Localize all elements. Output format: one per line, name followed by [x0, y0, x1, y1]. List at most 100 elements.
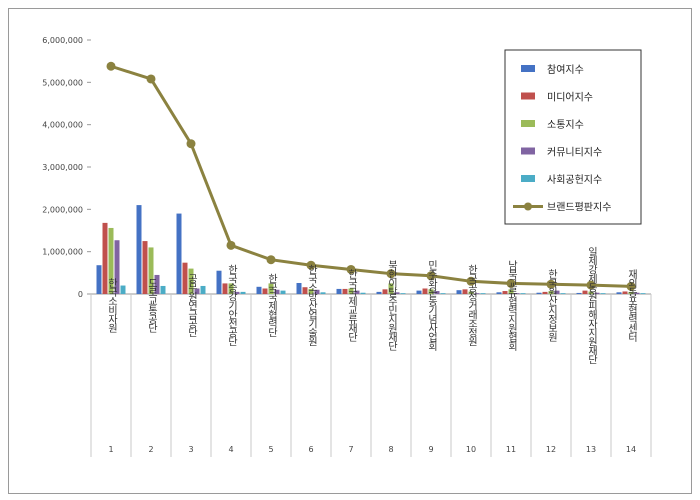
bar-커뮤니티지수-5: [274, 289, 280, 294]
point-브랜드평판지수-3: [186, 139, 196, 149]
legend-label: 커뮤니티지수: [547, 147, 602, 159]
bar-소통지수-14: [628, 291, 634, 294]
bar-사회공헌지수-1: [120, 285, 126, 294]
bar-미디어지수-6: [302, 287, 308, 294]
bar-미디어지수-14: [622, 291, 628, 294]
bar-소통지수-1: [108, 227, 114, 294]
legend-label: 브랜드평판지수: [547, 202, 611, 214]
point-브랜드평판지수-1: [106, 61, 116, 71]
category-label: 공무원연금공단: [186, 273, 198, 337]
bar-미디어지수-2: [142, 241, 148, 294]
point-브랜드평판지수-4: [226, 240, 236, 250]
bar-미디어지수-8: [382, 289, 388, 294]
bar-커뮤니티지수-4: [234, 291, 240, 294]
category-label: 도로교통공단: [146, 278, 158, 333]
bar-참여지수-2: [136, 205, 142, 294]
bar-미디어지수-5: [262, 288, 268, 294]
category-label: 북한이탈주민지원재단: [386, 260, 398, 351]
category-number: 11: [506, 445, 516, 454]
bar-사회공헌지수-8: [400, 293, 406, 294]
bar-사회공헌지수-9: [440, 293, 446, 294]
bar-사회공헌지수-11: [520, 293, 526, 294]
legend-swatch-소통지수: [521, 120, 535, 127]
bar-사회공헌지수-13: [600, 293, 606, 294]
chart-svg: 0 1,000,000 2,000,000 3,000,000 4,000,000 5,0…: [42, 36, 652, 457]
category-label: 한국공정거래조정원: [466, 264, 478, 346]
bar-미디어지수-4: [222, 283, 228, 294]
bar-소통지수-13: [588, 291, 594, 294]
category-number: 4: [228, 445, 233, 454]
legend-swatch-사회공헌지수: [521, 175, 535, 182]
y-tick-label: 6,000,000: [42, 36, 83, 45]
category-label: 재외동포협력센터: [626, 269, 638, 343]
bar-미디어지수-1: [102, 222, 108, 294]
category-number: 1: [108, 445, 113, 454]
point-브랜드평판지수-11: [506, 278, 516, 288]
bar-참여지수-11: [496, 292, 502, 294]
bar-참여지수-6: [296, 282, 302, 294]
bar-소통지수-12: [548, 291, 554, 294]
y-tick-label: 4,000,000: [42, 121, 83, 130]
category-number: 13: [586, 445, 596, 454]
category-number: 6: [308, 445, 313, 454]
legend-label: 참여지수: [547, 64, 584, 76]
bar-참여지수-1: [96, 265, 102, 294]
category-number: 3: [188, 445, 193, 454]
bar-참여지수-4: [216, 270, 222, 294]
point-브랜드평판지수-14: [626, 281, 636, 291]
category-label: 한국국제협력단: [266, 273, 278, 337]
bar-커뮤니티지수-10: [474, 293, 480, 294]
chart-frame: 0 1,000,000 2,000,000 3,000,000 4,000,000 5,0…: [8, 8, 692, 494]
legend-swatch-미디어지수: [521, 92, 535, 100]
category-number: 12: [546, 445, 556, 454]
category-label: 일제강제동원피해자지원재단: [586, 246, 598, 364]
bar-사회공헌지수-2: [160, 285, 166, 294]
legend-label: 미디어지수: [547, 92, 593, 104]
bar-참여지수-10: [456, 290, 462, 294]
point-브랜드평판지수-9: [426, 271, 436, 281]
category-label: 남북교류협력지원협회: [506, 260, 518, 352]
bar-미디어지수-3: [182, 262, 188, 294]
bar-참여지수-12: [536, 292, 542, 294]
bar-미디어지수-12: [542, 291, 548, 294]
legend-label: 사회공헌지수: [547, 174, 602, 186]
bar-참여지수-3: [176, 213, 182, 294]
y-tick-label: 0: [78, 290, 83, 299]
bar-미디어지수-9: [422, 288, 428, 294]
bar-사회공헌지수-7: [360, 292, 366, 294]
point-브랜드평판지수-8: [386, 269, 396, 279]
y-tick-label: 3,000,000: [42, 163, 83, 172]
category-label: 한국승강기안전공단: [226, 264, 238, 346]
category-number: 7: [348, 445, 353, 454]
bar-소통지수-4: [228, 283, 234, 294]
legend-marker-브랜드평판지수: [524, 202, 532, 211]
legend-swatch-커뮤니티지수: [521, 147, 535, 155]
bar-미디어지수-11: [502, 291, 508, 294]
bar-미디어지수-13: [582, 290, 588, 294]
bar-커뮤니티지수-12: [554, 290, 560, 294]
bar-사회공헌지수-6: [320, 292, 326, 294]
bar-커뮤니티지수-11: [514, 293, 520, 294]
legend-swatch-참여지수: [521, 65, 535, 72]
bar-커뮤니티지수-7: [354, 290, 360, 294]
bar-커뮤니티지수-13: [594, 292, 600, 294]
bar-참여지수-8: [376, 291, 382, 294]
line-브랜드평판지수: [110, 64, 632, 288]
category-number: 10: [466, 445, 476, 454]
bar-미디어지수-10: [462, 289, 468, 294]
bar-사회공헌지수-4: [240, 291, 246, 294]
bar-참여지수-9: [416, 290, 422, 294]
bar-소통지수-8: [388, 283, 394, 294]
point-브랜드평판지수-7: [346, 264, 356, 274]
point-브랜드평판지수-13: [586, 280, 596, 290]
bar-소통지수-3: [188, 268, 194, 294]
category-label: 한국소비자원: [106, 278, 118, 333]
category-label: 한국소방산업기술원: [306, 264, 318, 346]
point-브랜드평판지수-2: [146, 74, 156, 84]
bar-커뮤니티지수-9: [434, 291, 440, 294]
category-label: 한국원산지정보원: [546, 269, 558, 342]
point-브랜드평판지수-6: [306, 260, 316, 270]
bar-사회공헌지수-12: [560, 293, 566, 294]
y-tick-label: 2,000,000: [42, 205, 83, 214]
y-tick-label: 5,000,000: [42, 78, 83, 87]
